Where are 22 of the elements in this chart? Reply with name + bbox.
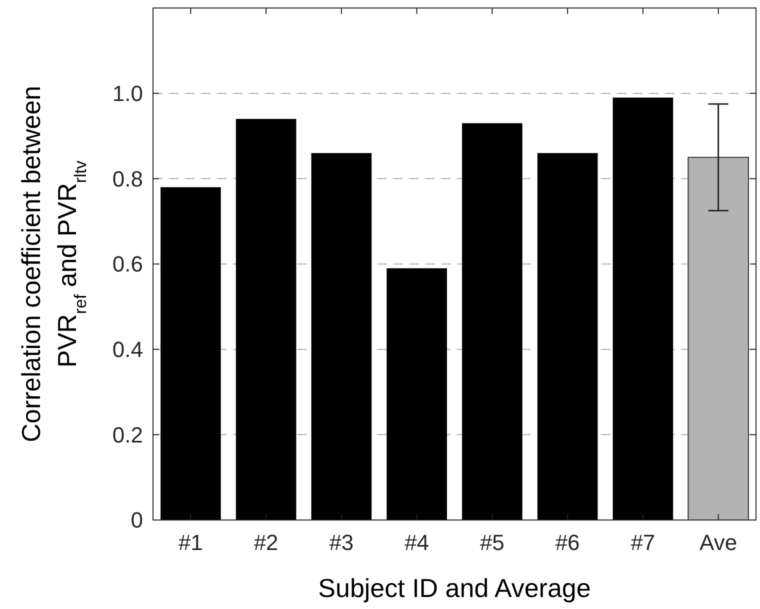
x-tick-label: #6 xyxy=(555,530,580,555)
bar xyxy=(386,268,447,520)
y-tick-label: 0.6 xyxy=(112,252,143,277)
bar xyxy=(160,187,221,520)
y-tick-label: 0.8 xyxy=(112,166,143,192)
x-axis-title: Subject ID and Average xyxy=(318,573,591,603)
y-tick-label: 1.0 xyxy=(112,81,143,106)
bar xyxy=(537,153,598,520)
x-tick-label: #1 xyxy=(178,530,203,555)
bar xyxy=(311,153,372,520)
x-tick-label: #3 xyxy=(329,530,354,555)
x-tick-label: #5 xyxy=(480,530,504,555)
y-tick-label: 0.2 xyxy=(112,422,143,448)
bar xyxy=(462,123,522,520)
x-tick-label: #7 xyxy=(630,530,656,555)
x-tick-label: #4 xyxy=(404,530,430,555)
x-tick-label: #2 xyxy=(254,530,278,555)
x-tick-label: Ave xyxy=(700,530,738,555)
y-tick-label: 0.4 xyxy=(112,337,143,362)
bar xyxy=(612,98,674,520)
bar xyxy=(236,118,296,520)
y-tick-label: 0 xyxy=(130,508,143,533)
